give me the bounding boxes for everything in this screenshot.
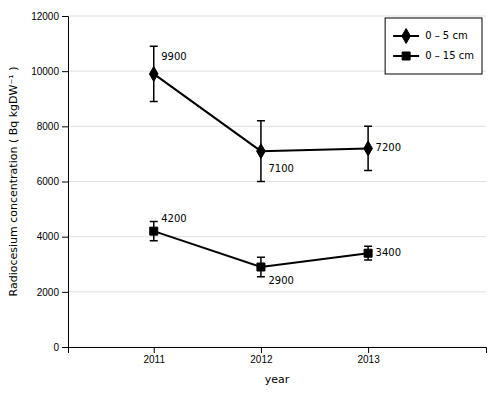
axis-line bbox=[62, 17, 69, 348]
error-bar bbox=[364, 246, 372, 260]
legend-item: 0 – 15 cm bbox=[393, 50, 474, 61]
y-tick: 0 bbox=[53, 342, 68, 353]
tick-mark bbox=[62, 347, 68, 348]
tick-label: 4000 bbox=[37, 231, 60, 242]
error-bar bbox=[150, 221, 158, 240]
tick-mark bbox=[62, 16, 68, 17]
y-tick: 2000 bbox=[37, 287, 68, 298]
tick-mark bbox=[62, 71, 68, 72]
tick-label: 0 bbox=[53, 342, 59, 353]
y-tick: 4000 bbox=[37, 231, 68, 242]
tick-mark bbox=[154, 347, 155, 353]
annotation: 2900 bbox=[268, 275, 293, 286]
marker bbox=[364, 141, 373, 156]
series bbox=[150, 221, 372, 276]
grid-line bbox=[68, 16, 486, 17]
grid-line bbox=[68, 126, 486, 127]
marker bbox=[150, 227, 158, 235]
error-bar bbox=[364, 126, 372, 170]
error-bar bbox=[257, 121, 265, 182]
legend-marker bbox=[402, 29, 411, 44]
marker bbox=[149, 66, 158, 81]
error-bar bbox=[150, 46, 158, 101]
plot-area bbox=[149, 46, 372, 276]
grid bbox=[68, 16, 486, 347]
chart: 2011 2012 2013 0 2000 4000 6000 8000 10000 12000 y… bbox=[0, 0, 500, 393]
y-axis-title: Radiocesium concentration ( Bq kgDW⁻¹ ) bbox=[7, 67, 20, 297]
tick-label: 8000 bbox=[37, 121, 60, 132]
tick-label: 2012 bbox=[250, 354, 273, 365]
legend-item: 0 – 5 cm bbox=[393, 29, 468, 44]
y-tick: 12000 bbox=[31, 11, 68, 22]
tick-label: 2000 bbox=[37, 287, 60, 298]
tick-mark bbox=[62, 126, 68, 127]
annotation: 4200 bbox=[161, 213, 186, 224]
marker bbox=[364, 249, 372, 257]
legend-label: 0 – 5 cm bbox=[425, 30, 468, 41]
error-bar bbox=[257, 257, 265, 276]
legend: 0 – 5 cm 0 – 15 cm bbox=[385, 18, 482, 74]
tick-label: 2013 bbox=[357, 354, 380, 365]
tick-label: 2011 bbox=[143, 354, 165, 365]
annotation: 7200 bbox=[376, 142, 401, 153]
x-tick: 2013 bbox=[357, 347, 380, 365]
grid-line bbox=[68, 181, 486, 182]
annotation: 3400 bbox=[376, 247, 401, 258]
y-tick: 10000 bbox=[31, 66, 68, 77]
x-axis-title: year bbox=[265, 373, 290, 386]
annotation: 7100 bbox=[268, 163, 293, 174]
tick-mark bbox=[62, 182, 68, 183]
marker bbox=[257, 144, 266, 159]
y-axis: 0 2000 4000 6000 8000 10000 12000 bbox=[31, 11, 68, 353]
grid-line bbox=[68, 291, 486, 292]
axis-line bbox=[69, 348, 487, 354]
y-tick: 8000 bbox=[37, 121, 68, 132]
annotations: 9900 7100 7200 4200 2900 3400 bbox=[161, 51, 401, 285]
tick-label: 6000 bbox=[37, 176, 60, 187]
series bbox=[149, 46, 372, 181]
tick-mark bbox=[62, 237, 68, 238]
x-tick: 2011 bbox=[143, 347, 165, 365]
tick-mark bbox=[62, 292, 68, 293]
tick-mark bbox=[261, 347, 262, 353]
tick-mark bbox=[368, 347, 369, 353]
annotation: 9900 bbox=[161, 51, 186, 62]
x-tick: 2012 bbox=[250, 347, 273, 365]
y-tick: 6000 bbox=[37, 176, 68, 187]
legend-box bbox=[385, 18, 482, 74]
tick-label: 10000 bbox=[31, 66, 59, 77]
legend-marker bbox=[402, 52, 410, 60]
legend-label: 0 – 15 cm bbox=[425, 50, 474, 61]
grid-line bbox=[68, 236, 486, 237]
marker bbox=[257, 263, 265, 271]
x-axis: 2011 2012 2013 bbox=[69, 347, 487, 365]
tick-label: 12000 bbox=[31, 11, 59, 22]
